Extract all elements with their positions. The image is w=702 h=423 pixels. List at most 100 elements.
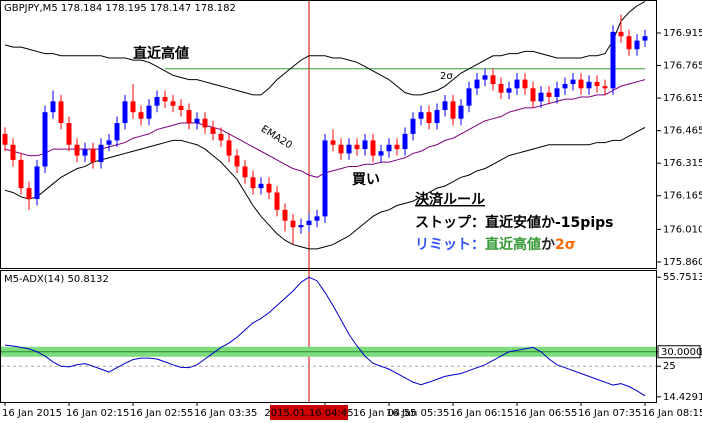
candle-body xyxy=(210,127,216,134)
candle-body xyxy=(10,144,16,160)
candle-body xyxy=(34,166,40,199)
candle-body xyxy=(578,79,584,89)
candle-body xyxy=(162,97,168,102)
candle-body xyxy=(362,140,368,150)
candle-body xyxy=(18,159,24,189)
candle-body xyxy=(474,79,480,89)
limit-rule-part: 2σ xyxy=(555,237,576,253)
candle-body xyxy=(538,92,544,102)
crosshair-label-box xyxy=(270,405,348,420)
y-tick-label: 25 xyxy=(663,361,676,372)
candle-body xyxy=(106,140,112,145)
indicator-title: M5-ADX(14) 50.8132 xyxy=(4,274,109,285)
candle-body xyxy=(514,79,520,89)
y-tick-label: 176.615 xyxy=(663,93,702,104)
candle-body xyxy=(394,144,400,150)
annotation: ストップ：直近安値か-15pips xyxy=(415,214,613,231)
candle-body xyxy=(306,220,312,226)
candle-body xyxy=(506,88,512,93)
candle-body xyxy=(442,101,448,111)
crosshair-label: 2015.01.16 04:45 xyxy=(264,408,353,419)
candle-body xyxy=(82,149,88,156)
candle-body xyxy=(418,112,424,119)
candle-body xyxy=(202,118,208,128)
candle-body xyxy=(242,166,248,178)
y-tick-label: 30.0000 xyxy=(661,347,702,358)
indicator-line xyxy=(4,1,646,96)
candle-body xyxy=(130,101,136,113)
candle-body xyxy=(426,112,432,124)
annotation: 決済ルール xyxy=(415,191,485,208)
candle-body xyxy=(354,144,360,150)
y-tick-label: 176.465 xyxy=(663,126,702,137)
limit-rule: リミット：直近高値か2σ xyxy=(415,236,576,253)
candle-body xyxy=(66,123,72,145)
x-tick-label: 16 Jan 04:55 xyxy=(353,408,416,419)
candle-body xyxy=(530,88,536,102)
candle-body xyxy=(122,101,128,124)
candle-body xyxy=(482,75,488,80)
candle-body xyxy=(170,101,176,106)
y-tick-label: 176.010 xyxy=(663,224,702,235)
y-tick-label: 55.7513 xyxy=(663,272,702,283)
candle-body xyxy=(234,155,240,167)
candle-body xyxy=(154,97,160,106)
candle-body xyxy=(186,110,192,124)
candle-body xyxy=(586,81,592,89)
x-tick-label: 16 Jan 06:55 xyxy=(514,408,577,419)
x-tick-label: 16 Jan 08:15 xyxy=(642,408,702,419)
candle-body xyxy=(138,112,144,119)
chart-title: GBPJPY,M5 178.184 178.195 178.147 178.18… xyxy=(4,3,236,14)
candle-body xyxy=(114,123,120,141)
x-tick-label: 16 Jan 02:55 xyxy=(130,408,193,419)
candle-body xyxy=(458,105,464,119)
x-tick-label: 16 Jan 2015 xyxy=(2,408,62,419)
candle-body xyxy=(274,192,280,210)
candle-body xyxy=(266,183,272,193)
candle-body xyxy=(258,183,264,189)
candle-body xyxy=(634,40,640,50)
candle-body xyxy=(434,110,440,124)
candle-body xyxy=(50,101,56,113)
candle-body xyxy=(546,92,552,98)
candle-body xyxy=(2,133,8,145)
adx-panel xyxy=(0,270,657,403)
limit-rule-part: か xyxy=(541,237,555,253)
y-tick-label: 14.4291 xyxy=(663,392,702,403)
x-tick-label: 16 Jan 05:35 xyxy=(386,408,449,419)
main-panel xyxy=(0,0,657,269)
candle-body xyxy=(346,144,352,154)
x-tick-label: 16 Jan 02:15 xyxy=(66,408,129,419)
candle-body xyxy=(218,133,224,141)
x-tick-label: 16 Jan 03:35 xyxy=(194,408,257,419)
candle-body xyxy=(386,144,392,152)
limit-rule-part: 直近高値 xyxy=(485,236,541,253)
candle-body xyxy=(602,86,608,89)
candle-body xyxy=(58,101,64,124)
candle-body xyxy=(250,177,256,189)
candle-body xyxy=(298,225,304,228)
candle-body xyxy=(98,144,104,163)
candle-body xyxy=(74,144,80,156)
candle-body xyxy=(146,105,152,119)
candle-body xyxy=(594,81,600,87)
candle-body xyxy=(562,83,568,89)
y-tick-label: 176.165 xyxy=(663,191,702,202)
candle-body xyxy=(450,101,456,119)
candle-body xyxy=(490,75,496,84)
annotation: 買い xyxy=(352,172,380,188)
candle-body xyxy=(378,151,384,156)
candle-body xyxy=(338,144,344,154)
candle-body xyxy=(90,149,96,163)
candle-body xyxy=(626,36,632,50)
x-tick-label: 16 Jan 07:35 xyxy=(578,408,641,419)
candle-body xyxy=(226,140,232,156)
adx-line xyxy=(4,276,646,397)
candle-body xyxy=(402,133,408,150)
candle-body xyxy=(498,83,504,93)
candle-body xyxy=(314,216,320,221)
candle-body xyxy=(642,36,648,41)
y-tick-label: 176.765 xyxy=(663,61,702,72)
